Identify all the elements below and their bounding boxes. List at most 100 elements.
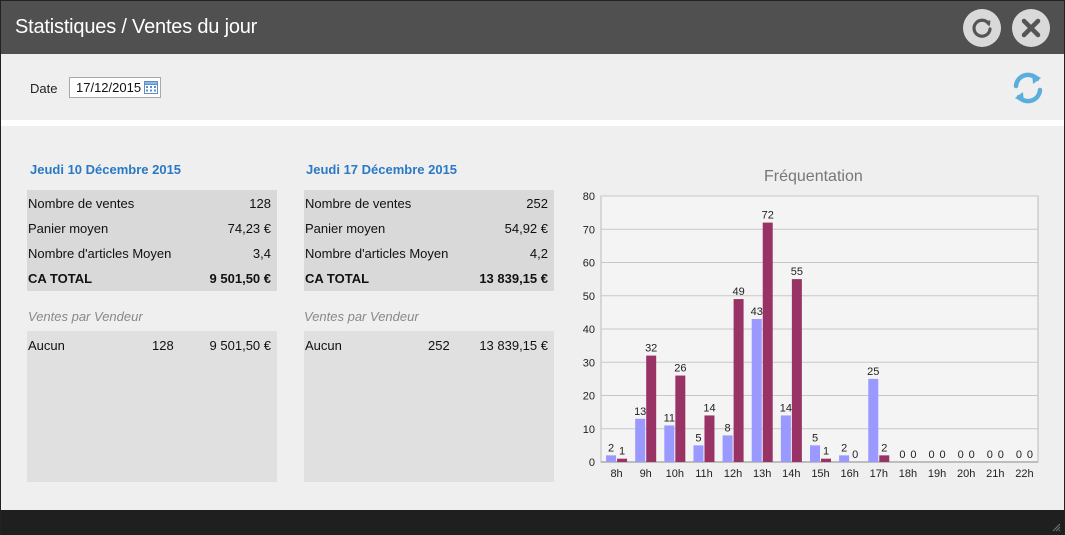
x-tick-label: 11h [695, 468, 713, 480]
bar [868, 378, 879, 462]
y-tick-label: 30 [583, 357, 595, 369]
bar [646, 355, 657, 462]
data-label: 5 [695, 432, 701, 444]
x-tick-label: 9h [640, 468, 652, 480]
x-tick-label: 13h [753, 468, 771, 480]
right-day-title: Jeudi 17 Décembre 2015 [306, 162, 458, 177]
x-tick-label: 10h [666, 468, 684, 480]
stat-label: Nombre de ventes [28, 196, 135, 211]
left-sellers: Aucun 128 9 501,50 € [27, 331, 277, 482]
data-label: 2 [881, 442, 887, 454]
stat-row: Nombre de ventes 128 [27, 190, 277, 215]
stat-row-total: CA TOTAL 13 839,15 € [304, 265, 554, 290]
bar [693, 445, 704, 462]
y-tick-label: 40 [583, 324, 595, 336]
y-tick-label: 10 [583, 424, 595, 436]
main-content: Jeudi 10 Décembre 2015 Nombre de ventes … [1, 126, 1064, 510]
y-tick-label: 60 [583, 258, 595, 270]
x-tick-label: 21h [986, 468, 1004, 480]
x-tick-label: 14h [782, 468, 800, 480]
stat-row: Nombre d'articles Moyen 4,2 [304, 240, 554, 265]
window-title: Statistiques / Ventes du jour [15, 16, 258, 38]
seller-row: Aucun 252 13 839,15 € [304, 336, 554, 356]
data-label: 0 [987, 449, 993, 461]
y-tick-label: 50 [583, 291, 595, 303]
bar [791, 279, 802, 462]
data-label: 0 [1016, 449, 1022, 461]
y-tick-label: 0 [589, 457, 595, 469]
status-bar [1, 510, 1064, 535]
stat-label: Nombre d'articles Moyen [28, 246, 172, 261]
data-label: 5 [812, 432, 818, 444]
data-label: 32 [645, 343, 657, 355]
y-tick-label: 70 [583, 224, 595, 236]
bar [733, 299, 744, 462]
data-label: 0 [852, 449, 858, 461]
bar [780, 415, 791, 462]
data-label: 0 [910, 449, 916, 461]
right-stats: Nombre de ventes 252 Panier moyen 54,92 … [304, 190, 554, 291]
bar [762, 222, 773, 462]
stat-row: Nombre d'articles Moyen 3,4 [27, 240, 277, 265]
stat-label: CA TOTAL [28, 271, 93, 286]
data-label: 0 [969, 449, 975, 461]
refresh-button[interactable] [963, 9, 1001, 47]
data-label: 1 [619, 446, 625, 458]
stat-value: 74,23 € [227, 221, 271, 236]
data-label: 0 [939, 449, 945, 461]
date-label: Date [30, 81, 58, 96]
seller-name: Aucun [28, 338, 65, 353]
seller-row: Aucun 128 9 501,50 € [27, 336, 277, 356]
bar [879, 455, 890, 462]
close-icon [1021, 18, 1041, 38]
stat-row-total: CA TOTAL 9 501,50 € [27, 265, 277, 290]
data-label: 55 [791, 266, 803, 278]
seller-amount: 9 501,50 € [209, 338, 271, 353]
close-button[interactable] [1012, 9, 1050, 47]
x-tick-label: 20h [957, 468, 975, 480]
bar [617, 458, 628, 462]
x-tick-label: 22h [1015, 468, 1033, 480]
data-label: 25 [867, 366, 879, 378]
calendar-icon[interactable] [144, 80, 158, 94]
data-label: 0 [928, 449, 934, 461]
title-bar: Statistiques / Ventes du jour [1, 1, 1064, 54]
stat-label: Nombre d'articles Moyen [305, 246, 449, 261]
x-tick-label: 16h [840, 468, 858, 480]
data-label: 43 [751, 306, 763, 318]
data-label: 2 [841, 442, 847, 454]
data-label: 26 [674, 363, 686, 375]
data-label: 14 [780, 402, 792, 414]
stat-row: Panier moyen 74,23 € [27, 215, 277, 240]
divider [1, 120, 1064, 126]
stat-label: Panier moyen [305, 221, 386, 236]
data-label: 49 [732, 286, 744, 298]
left-day-title: Jeudi 10 Décembre 2015 [30, 162, 182, 177]
data-label: 72 [762, 210, 774, 222]
bar [810, 445, 820, 462]
x-tick-label: 12h [724, 468, 742, 480]
stat-value: 13 839,15 € [479, 271, 548, 286]
data-label: 8 [725, 422, 731, 434]
resize-grip-icon[interactable] [1051, 522, 1061, 532]
sync-icon[interactable] [1010, 70, 1046, 106]
x-tick-label: 19h [928, 468, 946, 480]
data-label: 11 [664, 412, 675, 424]
date-input[interactable]: 17/12/2015 [69, 77, 161, 98]
left-sellers-title: Ventes par Vendeur [28, 309, 143, 324]
stat-row: Nombre de ventes 252 [304, 190, 554, 215]
bar [751, 319, 762, 462]
bar [664, 425, 675, 462]
data-label: 0 [1027, 449, 1033, 461]
stat-value: 252 [526, 196, 548, 211]
bar [704, 415, 715, 462]
x-tick-label: 8h [610, 468, 622, 480]
bar [839, 455, 850, 462]
data-label: 14 [703, 402, 715, 414]
y-tick-label: 20 [583, 391, 595, 403]
bar [722, 435, 733, 462]
chart-title: Fréquentation [764, 168, 863, 185]
stat-value: 54,92 € [504, 221, 548, 236]
